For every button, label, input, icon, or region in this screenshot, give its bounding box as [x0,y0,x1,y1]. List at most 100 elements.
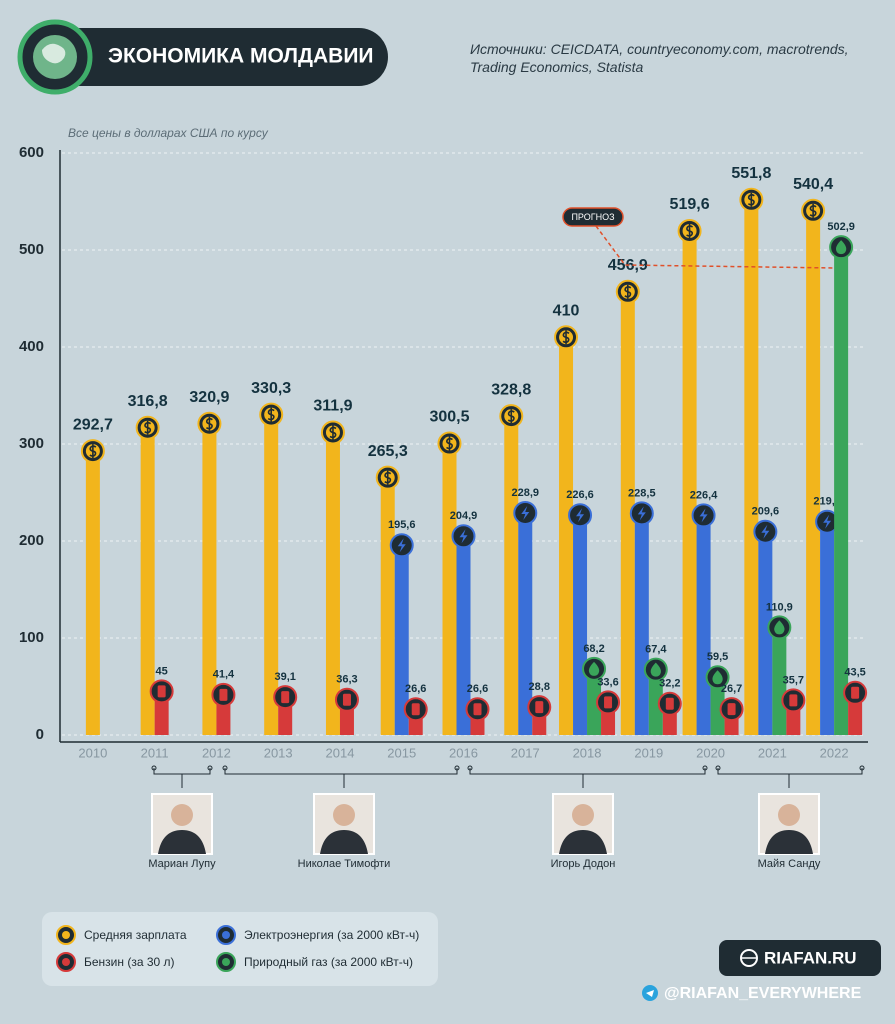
value-label: 43,5 [844,667,865,679]
term-start [151,765,157,771]
value-label: 226,6 [566,489,594,501]
term-start [467,765,473,771]
icon-1 [629,501,654,526]
forecast-line [595,225,836,269]
bar [744,199,759,735]
bar [820,521,835,735]
value-label: 195,6 [388,519,416,531]
icon-flame [588,661,600,676]
legend-dot [222,931,230,939]
term-start [715,765,721,771]
bar [696,515,711,735]
value-label: 59,5 [707,651,728,663]
portrait-body [320,830,368,854]
icon-0 [677,218,702,243]
icon-1 [389,533,414,558]
icon-dollar [384,470,392,485]
icon-bolt [521,505,530,520]
icon-dollar [686,223,694,238]
icon-3 [273,685,298,710]
value-label: 320,9 [189,389,229,406]
icon-canister [851,686,860,699]
president-name: Майя Санду [758,858,821,870]
y-tick-label: 500 [19,241,44,258]
value-label: 226,4 [690,489,718,501]
portrait-head [778,804,800,826]
icon-flame [712,670,723,685]
icon-canister [219,688,228,701]
icon-0 [499,404,524,429]
value-label: 410 [553,303,580,320]
icon-1 [691,503,716,528]
icon-flame [774,620,785,635]
icon-canister [281,691,290,704]
bar [772,627,787,735]
icon-0 [739,187,764,212]
source: Источники: CEICDATA, countryeconomy.com,… [470,41,849,75]
icon-canister [665,697,674,710]
value-label: 26,6 [467,683,488,695]
note: Все цены в долларах США по курсу [68,126,269,140]
value-label: 311,9 [313,398,352,415]
icon-2 [643,657,668,682]
legend-item: Электроэнергия (за 2000 кВт-ч) [216,925,419,945]
source-box: Источники: CEICDATA, countryeconomy.com,… [470,41,849,75]
president-name: Мариан Лупу [148,858,216,870]
bar [710,677,725,735]
bar [587,668,602,735]
icon-canister [727,703,736,716]
value-label: 330,3 [251,380,291,397]
term-end [454,765,460,771]
value-label: 35,7 [783,674,804,686]
value-label: 228,9 [512,487,540,499]
icon-dollar [89,444,97,459]
icon-0 [135,415,160,440]
bar [442,443,457,735]
value-label: 292,7 [73,416,113,433]
x-tick-label: 2017 [511,745,540,760]
value-label: 26,7 [721,683,742,695]
icon-dollar [747,192,755,207]
y-tick-label: 0 [36,726,44,743]
legend-item: Бензин (за 30 л) [56,952,175,972]
value-label: 39,1 [274,671,295,683]
legend-label: Бензин (за 30 л) [84,955,175,969]
value-label: 209,6 [752,506,780,518]
legend-item: Средняя зарплата [56,925,187,945]
value-label: 28,8 [529,681,550,693]
icon-dollar [205,416,213,431]
portrait-body [559,830,607,854]
value-label: 41,4 [213,669,235,681]
icon-flame [835,240,847,255]
value-label: 26,6 [405,683,426,695]
value-label: 265,3 [368,443,408,460]
value-label: 300,5 [429,409,469,426]
portrait-head [333,804,355,826]
icon-3 [211,682,236,707]
icon-1 [451,524,476,549]
legend: Средняя зарплата Электроэнергия (за 2000 … [56,925,419,972]
icon-dollar [809,203,817,218]
icon-1 [513,500,538,525]
bar [394,545,409,735]
icon-bolt [823,514,832,529]
bar [85,451,100,735]
x-tick-label: 2014 [326,745,355,760]
icon-canister [157,685,166,698]
forecast-annotation: ПРОГНОЗ [562,207,836,269]
icon-dollar [562,330,570,345]
portrait-body [158,830,206,854]
term-end [207,765,213,771]
x-tick-label: 2011 [141,745,169,760]
value-label: 219,9 [813,496,841,508]
legend-label: Электроэнергия (за 2000 кВт-ч) [244,928,419,942]
icon-3 [149,679,174,704]
president-name: Игорь Додон [551,858,616,870]
forecast-label: ПРОГНОЗ [571,212,614,222]
icon-flame [650,662,661,677]
presidents: Мариан Лупу Николае Тимофти Игорь Додон Май… [148,765,865,870]
icon-bolt [576,508,585,523]
y-tick-label: 600 [19,144,44,161]
value-label: 204,9 [450,510,478,522]
bar [806,210,821,735]
